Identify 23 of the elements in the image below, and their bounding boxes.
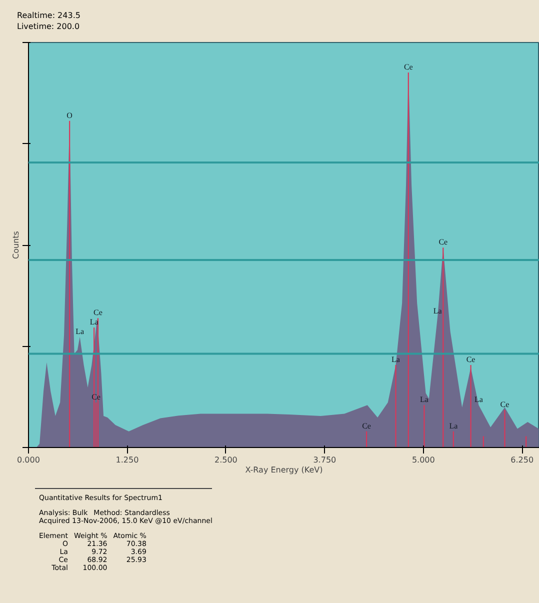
text: Livetime: 200.0 bbox=[17, 22, 80, 31]
annotation: Ce bbox=[466, 355, 476, 364]
annotation: La bbox=[420, 395, 429, 404]
annotation: Ce bbox=[500, 400, 510, 409]
x-axis-title: X-Ray Energy (KeV) bbox=[245, 466, 323, 474]
annotation: Ce bbox=[362, 421, 372, 430]
annotation: La bbox=[392, 355, 400, 364]
annotation: O bbox=[66, 110, 73, 120]
x-tick-label: 5.000 bbox=[412, 456, 435, 464]
annotation: La bbox=[474, 395, 484, 404]
annotation: La bbox=[449, 421, 458, 430]
text: Realtime: 243.5 bbox=[17, 11, 80, 20]
x-tick-label: 0.000 bbox=[17, 456, 40, 464]
annotation: La bbox=[433, 306, 442, 316]
annotation: La bbox=[76, 326, 85, 336]
annotation: Ce bbox=[94, 308, 103, 318]
y-axis-title: Counts bbox=[12, 231, 20, 259]
annotation: Ce bbox=[404, 62, 414, 72]
x-tick-label: 2.500 bbox=[214, 456, 238, 464]
x-tick-label: 6.250 bbox=[510, 456, 534, 464]
x-tick-label: 3.750 bbox=[313, 456, 336, 464]
x-tick-label: 1.250 bbox=[116, 456, 139, 464]
annotation: Ce bbox=[438, 238, 448, 247]
